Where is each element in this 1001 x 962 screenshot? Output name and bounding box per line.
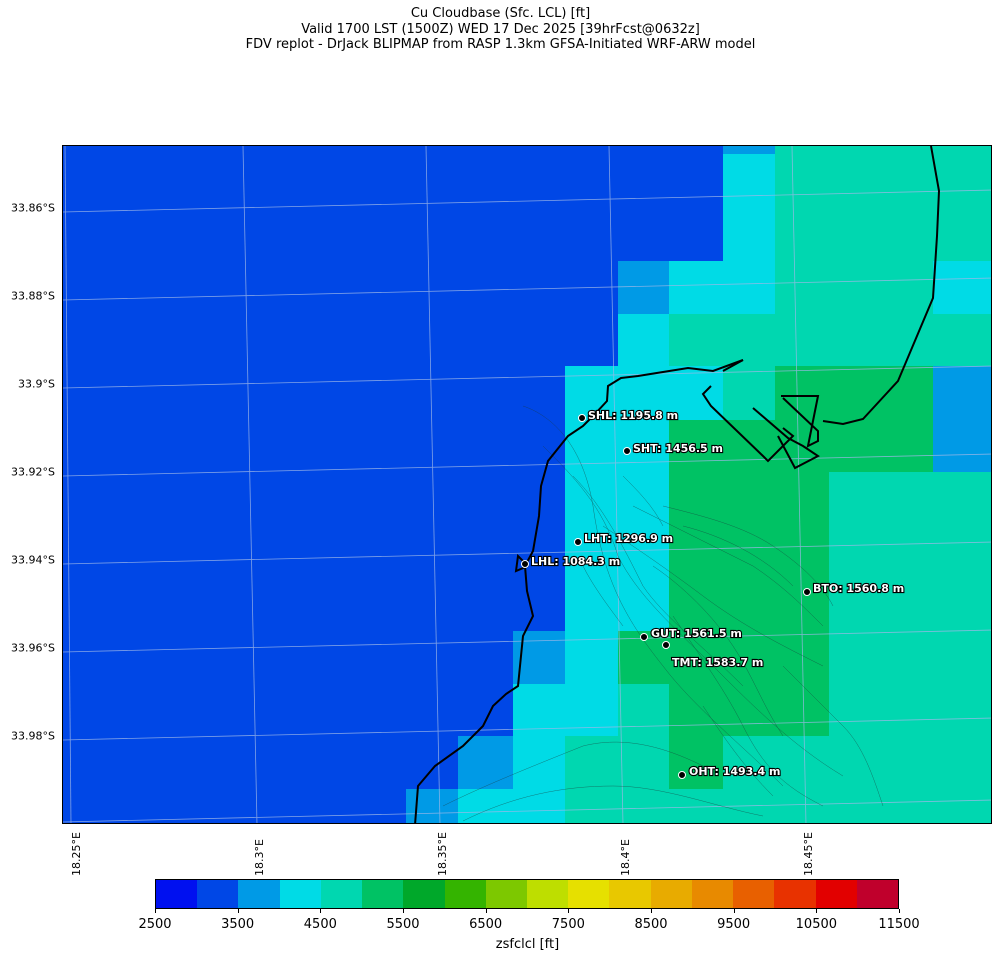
station-marker-shl[interactable] [578, 414, 586, 422]
colorbar-segment [238, 880, 280, 908]
colorbar-segment [733, 880, 775, 908]
map-panel[interactable]: SHL: 1195.8 m SHT: 1456.5 m LHT: 1296.9 … [62, 145, 992, 824]
colorbar-segment [568, 880, 610, 908]
station-label-bto: BTO: 1560.8 m [813, 582, 904, 595]
station-marker-oht[interactable] [678, 771, 686, 779]
colorbar-segment [156, 880, 198, 908]
station-label-shl: SHL: 1195.8 m [588, 409, 678, 422]
colorbar-segment [279, 880, 321, 908]
station-label-lht: LHT: 1296.9 m [584, 532, 673, 545]
lat-tick-label: 33.94°S [11, 553, 55, 567]
station-marker-sht[interactable] [623, 447, 631, 455]
colorbar-tick-label: 11500 [878, 917, 920, 932]
colorbar-tick-mark [899, 909, 900, 913]
colorbar-segment [485, 880, 527, 908]
colorbar-tick-label: 10500 [795, 917, 838, 932]
colorbar-segment [774, 880, 816, 908]
colorbar-tick-label: 8500 [634, 917, 668, 932]
colorbar-segment [403, 880, 445, 908]
lon-tick-label: 18.45°E [802, 832, 815, 876]
cloudbase-field [63, 146, 991, 823]
colorbar-label: zsfclcl [ft] [495, 937, 560, 952]
station-label-lhl: LHL: 1084.3 m [531, 555, 620, 568]
colorbar-tick-label: 6500 [469, 917, 503, 932]
colorbar-tick-mark [237, 909, 239, 913]
colorbar-segment [691, 880, 734, 908]
colorbar-tick-label: 7500 [551, 917, 585, 932]
coastline [414, 146, 941, 823]
station-marker-gut[interactable] [640, 633, 648, 641]
lon-tick-label: 18.25°E [70, 832, 83, 876]
title-line-2: Valid 1700 LST (1500Z) WED 17 Dec 2025 [… [301, 21, 700, 37]
colorbar-tick-label: 3500 [221, 917, 255, 932]
colorbar-segment [650, 880, 692, 908]
colorbar-segment [444, 880, 486, 908]
colorbar-tick-label: 2500 [138, 917, 172, 932]
colorbar-segment [197, 880, 239, 908]
colorbar-segment [362, 880, 404, 908]
map-canvas: SHL: 1195.8 m SHT: 1456.5 m LHT: 1296.9 … [63, 146, 991, 823]
colorbar-tick-mark [651, 909, 652, 913]
station-marker-lht[interactable] [574, 538, 582, 546]
colorbar-segment [609, 880, 651, 908]
colorbar-tick-mark [733, 909, 735, 913]
station-markers: SHL: 1195.8 m SHT: 1456.5 m LHT: 1296.9 … [521, 408, 905, 779]
colorbar-tick-mark [155, 909, 156, 913]
colorbar-segment [815, 880, 857, 908]
graticule [63, 146, 991, 823]
lat-tick-label: 33.9°S [18, 377, 55, 391]
lat-tick-label: 33.92°S [11, 465, 55, 479]
colorbar-tick-label: 9500 [717, 917, 751, 932]
colorbar-tick-mark [568, 909, 570, 913]
colorbar-tick-mark [485, 909, 487, 913]
colorbar-segment [856, 880, 898, 908]
harbour-breakwater [701, 385, 795, 463]
station-marker-bto[interactable] [803, 588, 811, 596]
lat-tick-label: 33.98°S [11, 729, 55, 743]
station-label-tmt: TMT: 1583.7 m [672, 656, 763, 669]
colorbar-tick-label: 4500 [303, 917, 337, 932]
lon-tick-label: 18.4°E [619, 839, 632, 876]
lat-tick-label: 33.96°S [11, 641, 55, 655]
station-label-sht: SHT: 1456.5 m [633, 442, 723, 455]
lon-tick-label: 18.3°E [253, 839, 266, 876]
figure-title: Cu Cloudbase (Sfc. LCL) [ft] Valid 1700 … [0, 6, 1001, 53]
lat-tick-label: 33.88°S [11, 289, 55, 303]
station-label-oht: OHT: 1493.4 m [689, 765, 780, 778]
harbour-pier [752, 407, 820, 470]
lon-tick-label: 18.35°E [436, 832, 449, 876]
colorbar-tick-mark [403, 909, 404, 913]
colorbar-tick-mark [320, 909, 322, 913]
title-line-1: Cu Cloudbase (Sfc. LCL) [ft] [410, 6, 591, 21]
title-line-3: FDV replot - DrJack BLIPMAP from RASP 1.… [245, 37, 756, 52]
lat-tick-label: 33.86°S [11, 201, 55, 215]
colorbar-tick-mark [816, 909, 818, 913]
colorbar-tick-label: 5500 [386, 917, 420, 932]
station-marker-tmt[interactable] [662, 641, 670, 649]
colorbar-segment [320, 880, 363, 908]
harbour-pier-east [781, 395, 820, 448]
station-marker-lhl[interactable] [521, 560, 529, 568]
station-label-gut: GUT: 1561.5 m [651, 627, 742, 640]
colorbar-segment [526, 880, 569, 908]
colorbar [155, 879, 899, 909]
terrain-contours [442, 405, 884, 822]
